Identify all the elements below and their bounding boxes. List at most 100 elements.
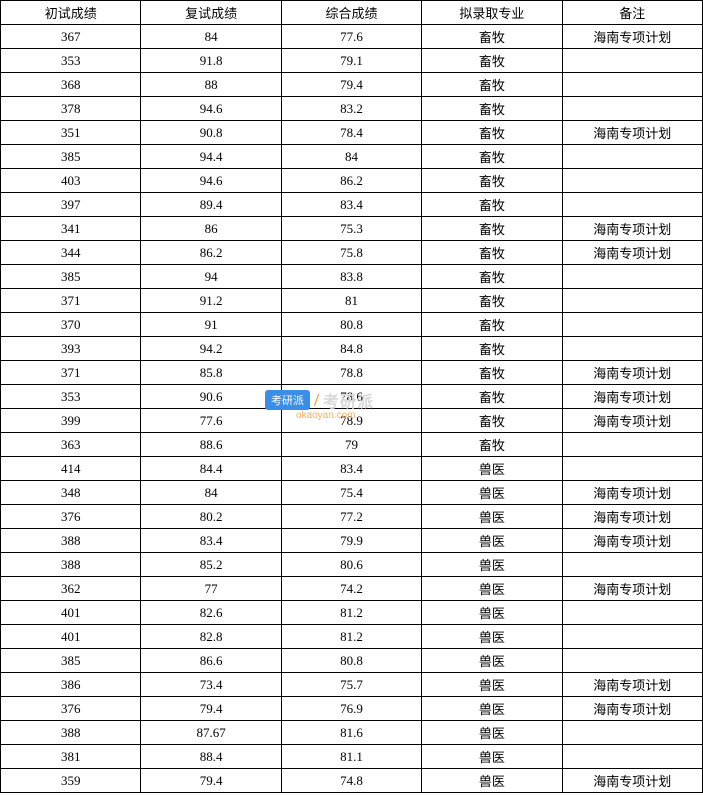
col-header-prelim: 初试成绩 xyxy=(1,1,141,25)
table-cell: 76.9 xyxy=(281,697,421,721)
table-cell: 畜牧 xyxy=(422,265,562,289)
table-cell: 79.4 xyxy=(141,697,281,721)
table-cell: 378 xyxy=(1,97,141,121)
table-cell: 84.4 xyxy=(141,457,281,481)
table-cell: 84.8 xyxy=(281,337,421,361)
table-cell: 海南专项计划 xyxy=(562,673,702,697)
table-row: 37185.878.8畜牧海南专项计划 xyxy=(1,361,703,385)
table-cell: 74.2 xyxy=(281,577,421,601)
table-cell: 77.6 xyxy=(141,409,281,433)
table-cell: 75.7 xyxy=(281,673,421,697)
table-cell: 83.4 xyxy=(141,529,281,553)
table-cell: 88.6 xyxy=(141,433,281,457)
table-cell: 376 xyxy=(1,505,141,529)
table-cell: 85.8 xyxy=(141,361,281,385)
table-cell: 381 xyxy=(1,745,141,769)
table-cell: 353 xyxy=(1,49,141,73)
table-row: 35390.678.6畜牧海南专项计划 xyxy=(1,385,703,409)
table-cell: 86.2 xyxy=(281,169,421,193)
table-cell: 海南专项计划 xyxy=(562,121,702,145)
table-cell: 86.2 xyxy=(141,241,281,265)
table-cell: 414 xyxy=(1,457,141,481)
table-cell: 393 xyxy=(1,337,141,361)
table-row: 37191.281畜牧 xyxy=(1,289,703,313)
table-cell: 78.8 xyxy=(281,361,421,385)
table-row: 35979.474.8兽医海南专项计划 xyxy=(1,769,703,793)
table-cell: 81.1 xyxy=(281,745,421,769)
table-row: 38188.481.1兽医 xyxy=(1,745,703,769)
table-row: 39977.678.9畜牧海南专项计划 xyxy=(1,409,703,433)
table-row: 38594.484畜牧 xyxy=(1,145,703,169)
table-wrapper: 初试成绩 复试成绩 综合成绩 拟录取专业 备注 3678477.6畜牧海南专项计… xyxy=(0,0,703,793)
table-cell: 80.8 xyxy=(281,649,421,673)
col-header-retest: 复试成绩 xyxy=(141,1,281,25)
table-row: 40394.686.2畜牧 xyxy=(1,169,703,193)
table-row: 35391.879.1畜牧 xyxy=(1,49,703,73)
table-cell xyxy=(562,649,702,673)
table-cell: 399 xyxy=(1,409,141,433)
table-cell xyxy=(562,721,702,745)
table-row: 40182.681.2兽医 xyxy=(1,601,703,625)
table-cell xyxy=(562,601,702,625)
table-cell xyxy=(562,625,702,649)
table-cell: 82.8 xyxy=(141,625,281,649)
table-header: 初试成绩 复试成绩 综合成绩 拟录取专业 备注 xyxy=(1,1,703,25)
table-cell xyxy=(562,49,702,73)
table-cell: 91 xyxy=(141,313,281,337)
table-cell: 兽医 xyxy=(422,673,562,697)
table-cell xyxy=(562,745,702,769)
table-cell: 畜牧 xyxy=(422,97,562,121)
table-cell: 畜牧 xyxy=(422,169,562,193)
table-cell: 78.6 xyxy=(281,385,421,409)
table-cell: 兽医 xyxy=(422,553,562,577)
col-header-remark: 备注 xyxy=(562,1,702,25)
table-cell: 75.3 xyxy=(281,217,421,241)
table-cell xyxy=(562,457,702,481)
table-cell: 86 xyxy=(141,217,281,241)
table-cell: 兽医 xyxy=(422,649,562,673)
table-row: 3627774.2兽医海南专项计划 xyxy=(1,577,703,601)
table-cell: 海南专项计划 xyxy=(562,769,702,793)
table-cell: 89.4 xyxy=(141,193,281,217)
table-cell: 83.4 xyxy=(281,457,421,481)
table-cell: 海南专项计划 xyxy=(562,409,702,433)
table-cell: 海南专项计划 xyxy=(562,385,702,409)
table-cell: 79.4 xyxy=(141,769,281,793)
table-cell: 94.2 xyxy=(141,337,281,361)
table-cell: 94.6 xyxy=(141,97,281,121)
table-cell: 畜牧 xyxy=(422,193,562,217)
table-row: 3709180.8畜牧 xyxy=(1,313,703,337)
table-cell: 371 xyxy=(1,289,141,313)
table-cell: 80.6 xyxy=(281,553,421,577)
table-cell: 海南专项计划 xyxy=(562,697,702,721)
table-cell: 385 xyxy=(1,145,141,169)
table-cell xyxy=(562,313,702,337)
table-cell: 90.8 xyxy=(141,121,281,145)
table-cell: 77.6 xyxy=(281,25,421,49)
table-cell: 81.6 xyxy=(281,721,421,745)
table-cell: 341 xyxy=(1,217,141,241)
table-cell: 91.8 xyxy=(141,49,281,73)
table-cell: 畜牧 xyxy=(422,241,562,265)
table-row: 38883.479.9兽医海南专项计划 xyxy=(1,529,703,553)
table-row: 3488475.4兽医海南专项计划 xyxy=(1,481,703,505)
table-cell: 畜牧 xyxy=(422,361,562,385)
table-cell: 87.67 xyxy=(141,721,281,745)
table-cell xyxy=(562,337,702,361)
table-cell: 80.8 xyxy=(281,313,421,337)
table-cell xyxy=(562,553,702,577)
table-cell: 78.4 xyxy=(281,121,421,145)
table-row: 3859483.8畜牧 xyxy=(1,265,703,289)
table-cell: 401 xyxy=(1,601,141,625)
table-cell: 畜牧 xyxy=(422,25,562,49)
table-cell: 362 xyxy=(1,577,141,601)
table-cell: 388 xyxy=(1,721,141,745)
table-cell: 海南专项计划 xyxy=(562,577,702,601)
table-cell: 畜牧 xyxy=(422,217,562,241)
table-cell xyxy=(562,169,702,193)
table-cell: 兽医 xyxy=(422,601,562,625)
table-cell: 75.4 xyxy=(281,481,421,505)
table-cell: 397 xyxy=(1,193,141,217)
table-cell: 388 xyxy=(1,553,141,577)
table-cell: 401 xyxy=(1,625,141,649)
